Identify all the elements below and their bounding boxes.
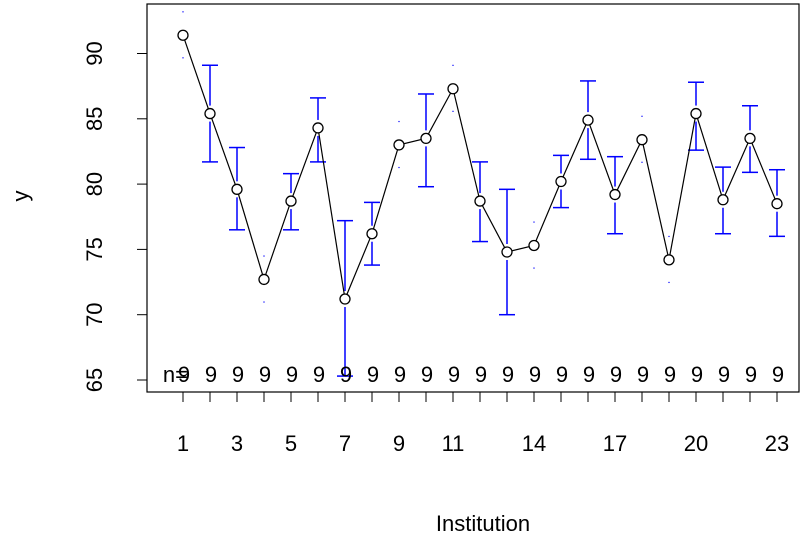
n-prefix-label: n= [163,362,188,387]
x-axis-label: Institution [436,511,530,536]
y-axis-label: y [8,191,33,202]
mean-point [744,132,756,145]
mean-point [609,188,621,201]
y-tick-label: 90 [82,41,107,65]
x-tick-label: 23 [765,431,789,456]
ci-tick-dot [668,235,670,238]
x-tick-label: 9 [393,431,405,456]
n-label: 9 [637,362,649,387]
y-axis: 65 70 75 80 85 90 [82,41,148,392]
x-tick-label: 1 [177,431,189,456]
mean-point [528,239,540,252]
x-axis: 1 3 5 7 9 11 14 17 20 23 [177,391,789,456]
n-label: 9 [556,362,568,387]
x-tick-label: 7 [339,431,351,456]
n-label: 9 [367,362,379,387]
mean-point [366,228,378,240]
mean-point [204,107,216,120]
n-label: 9 [502,362,514,387]
x-tick-label: 14 [522,431,546,456]
ci-tick-dot [641,161,643,163]
ci-tick-dot [182,57,184,59]
ci-tick-dot [452,110,454,112]
mean-point [690,107,702,120]
n-label: 9 [259,362,271,387]
n-label: 9 [718,362,730,387]
n-label: 9 [745,362,757,387]
series-points [177,29,783,305]
ci-tick-dot [398,120,400,123]
mean-point [339,293,351,305]
n-label: 9 [421,362,433,387]
y-tick-label: 85 [82,107,107,131]
plot-frame [146,3,800,393]
ci-tick-dot [533,267,535,269]
ci-tick-dot [398,166,400,169]
mean-point [636,134,648,146]
mean-point [771,198,783,210]
n-label: 9 [664,362,676,387]
x-tick-label: 5 [285,431,297,456]
mean-point [177,29,189,41]
n-label: 9 [475,362,487,387]
mean-point [717,194,729,206]
mean-point [474,195,486,207]
ci-tick-dot [641,115,643,117]
ci-tick-dot [182,11,184,13]
n-label: 9 [232,362,244,387]
mean-point [231,183,243,195]
x-tick-label: 20 [684,431,708,456]
mean-point [663,254,675,266]
mean-point [258,273,270,286]
n-label: 9 [394,362,406,387]
ci-bars [182,11,785,377]
x-tick-label: 3 [231,431,243,456]
n-label: 9 [286,362,298,387]
x-tick-label: 17 [603,431,627,456]
n-label: 9 [340,362,352,387]
n-label: 9 [610,362,622,387]
mean-point [420,132,432,145]
n-label: 9 [178,362,190,387]
n-label: 9 [583,362,595,387]
ci-tick-dot [668,281,670,284]
mean-point [555,175,567,188]
x-tick-label: 11 [442,431,465,456]
n-label: 9 [313,362,325,387]
n-label: 9 [529,362,541,387]
y-tick-label: 70 [82,302,107,326]
mean-point [582,114,594,126]
mean-point [312,122,324,134]
mean-point [501,246,513,258]
n-label: 9 [448,362,460,387]
mean-point [447,83,459,95]
n-label: 9 [772,362,784,387]
mean-point [285,195,297,207]
ci-tick-dot [452,64,454,66]
n-label: 9 [205,362,217,387]
ci-tick-dot [263,301,265,303]
ci-tick-dot [263,255,265,257]
ci-tick-dot [533,221,535,223]
n-label: 9 [691,362,703,387]
y-tick-label: 75 [82,237,107,261]
mean-point [393,139,405,151]
y-tick-label: 65 [82,368,107,392]
y-tick-label: 80 [82,172,107,196]
